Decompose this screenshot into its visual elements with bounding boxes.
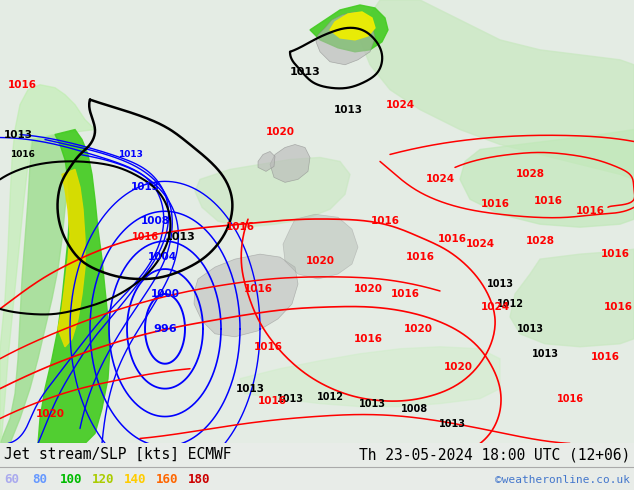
Text: 160: 160: [156, 473, 179, 487]
Text: Th 23-05-2024 18:00 UTC (12+06): Th 23-05-2024 18:00 UTC (12+06): [359, 447, 630, 462]
Polygon shape: [195, 157, 350, 227]
Text: 1028: 1028: [515, 170, 545, 179]
Polygon shape: [58, 170, 85, 347]
Text: 1013: 1013: [517, 324, 543, 334]
Polygon shape: [360, 0, 634, 179]
Text: 1016: 1016: [481, 199, 510, 209]
Text: 1020: 1020: [266, 126, 295, 137]
Polygon shape: [330, 12, 375, 40]
Text: Jet stream/SLP [kts] ECMWF: Jet stream/SLP [kts] ECMWF: [4, 447, 231, 462]
Text: 1016: 1016: [131, 232, 158, 242]
Text: 1024: 1024: [481, 302, 510, 312]
Text: 140: 140: [124, 473, 146, 487]
Text: 1024: 1024: [385, 99, 415, 110]
Text: 1016: 1016: [243, 284, 273, 294]
Polygon shape: [310, 5, 388, 52]
Text: ©weatheronline.co.uk: ©weatheronline.co.uk: [495, 475, 630, 485]
Text: 1013: 1013: [358, 398, 385, 409]
Text: 1016: 1016: [370, 216, 399, 226]
Text: 1016: 1016: [354, 334, 382, 344]
Text: 1016: 1016: [600, 249, 630, 259]
Text: 1013: 1013: [276, 393, 304, 404]
Text: 1020: 1020: [306, 256, 335, 266]
Polygon shape: [510, 249, 634, 347]
Text: 1016: 1016: [557, 393, 583, 404]
Text: 1020: 1020: [403, 324, 432, 334]
Polygon shape: [0, 85, 95, 443]
Text: 1016: 1016: [8, 80, 37, 90]
Text: 1016: 1016: [254, 342, 283, 352]
Text: 1016: 1016: [10, 150, 34, 159]
Text: 1013: 1013: [131, 182, 160, 193]
Text: 1020: 1020: [444, 362, 472, 372]
Text: 1024: 1024: [425, 174, 455, 184]
Text: 1013: 1013: [235, 384, 264, 393]
Text: 1013: 1013: [165, 232, 195, 242]
Text: 1008: 1008: [141, 216, 169, 226]
Text: 1012: 1012: [496, 299, 524, 309]
Text: 1016: 1016: [533, 196, 562, 206]
Text: 1000: 1000: [150, 289, 179, 299]
Polygon shape: [258, 151, 275, 172]
Text: 1013: 1013: [439, 418, 465, 429]
Text: 1024: 1024: [465, 239, 495, 249]
Text: 1016: 1016: [391, 289, 420, 299]
Polygon shape: [316, 12, 375, 65]
Text: 1013: 1013: [290, 67, 320, 77]
Polygon shape: [283, 214, 358, 279]
Polygon shape: [0, 135, 68, 443]
Text: 1028: 1028: [526, 236, 555, 246]
Text: 1013: 1013: [4, 129, 32, 140]
Text: 1013: 1013: [486, 279, 514, 289]
Text: 1013: 1013: [531, 349, 559, 359]
Text: 120: 120: [92, 473, 115, 487]
Text: 180: 180: [188, 473, 210, 487]
Text: 80: 80: [32, 473, 47, 487]
Text: 1013: 1013: [333, 105, 363, 115]
Text: 1016: 1016: [226, 222, 254, 232]
Text: 100: 100: [60, 473, 82, 487]
Text: 1016: 1016: [576, 206, 604, 216]
Polygon shape: [38, 129, 110, 443]
Text: 1020: 1020: [354, 284, 382, 294]
Text: 1013: 1013: [117, 150, 143, 159]
Text: 1016: 1016: [437, 234, 467, 244]
Text: 1004: 1004: [148, 252, 176, 262]
Text: 1016: 1016: [406, 252, 434, 262]
Polygon shape: [270, 145, 310, 182]
Text: 1020: 1020: [36, 409, 65, 418]
Text: 1016: 1016: [604, 302, 633, 312]
Text: 60: 60: [4, 473, 19, 487]
Polygon shape: [460, 129, 634, 227]
Text: 1012: 1012: [316, 392, 344, 402]
Text: 1008: 1008: [401, 404, 429, 414]
Polygon shape: [240, 347, 500, 407]
Text: 1016: 1016: [590, 352, 619, 362]
Text: 1016: 1016: [257, 395, 287, 406]
Text: 996: 996: [153, 324, 177, 334]
Polygon shape: [194, 254, 298, 337]
